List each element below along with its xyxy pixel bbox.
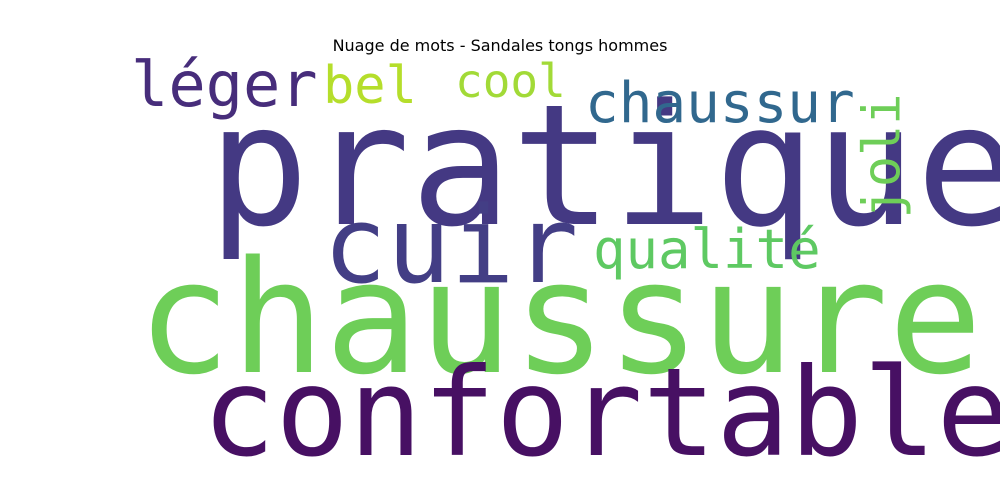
word-chaussure: chaussure [137,227,983,409]
word-chaussur: chaussur [585,71,855,136]
word-cool: cool [455,54,566,108]
chart-title: Nuage de mots - Sandales tongs hommes [332,36,668,55]
word-pratique: pratique [208,68,1000,264]
word-joli: joli [852,93,913,219]
word-leger: léger [131,48,318,121]
word-bel: bel [323,56,417,116]
word-qualite: qualité [593,218,821,281]
word-cuir: cuir [323,184,579,307]
word-confortable: confortable [202,342,1000,484]
